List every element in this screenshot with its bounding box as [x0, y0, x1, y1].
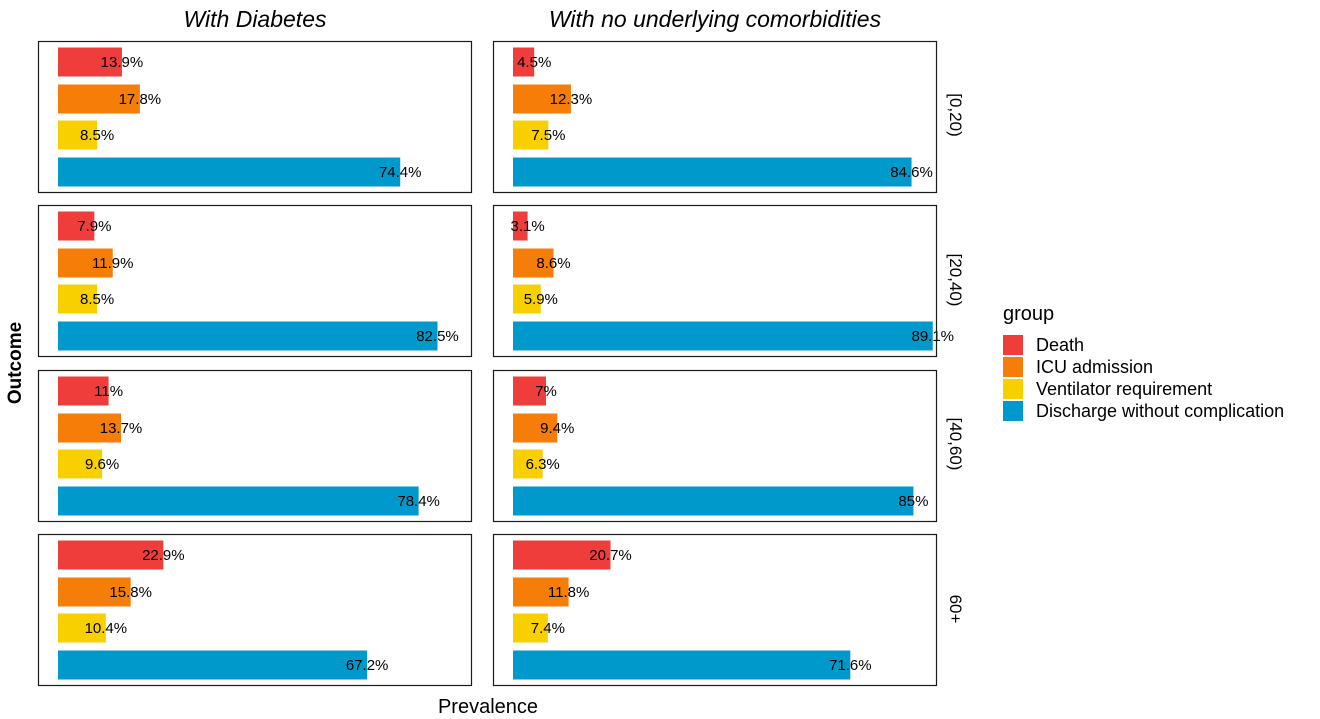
data-label-death-c0-r1: 7.9% [77, 218, 111, 235]
data-label-ventilator-requirement-c1-r1: 5.9% [524, 291, 558, 308]
legend-label-discharge: Discharge without complication [1036, 400, 1285, 421]
legend-item-discharge: Discharge without complication [1003, 400, 1284, 422]
bar-icu-admission-c0-r2 [58, 413, 122, 443]
bar-discharge-without-complication-c1-r0 [513, 157, 912, 187]
panel-c1-r1: 3.1% 8.6% 5.9% 89.1% [492, 204, 954, 358]
legend-key-discharge [1003, 401, 1023, 421]
bar-icu-admission-c1-r2 [513, 413, 558, 443]
bar-death-c1-r2 [513, 376, 546, 406]
legend-key-ventilator [1003, 379, 1023, 399]
data-label-discharge-without-complication-c1-r1: 89.1% [911, 328, 954, 345]
panel-border-c1-r2 [492, 369, 938, 523]
panel-c1-r3: 20.7% 11.8% 7.4% 71.6% [492, 533, 938, 687]
bar-icu-admission-c1-r3 [513, 577, 569, 607]
data-label-icu-admission-c0-r3: 15.8% [109, 584, 152, 601]
panel-border-c1-r1 [492, 204, 938, 358]
panel-c0-r2: 11% 13.7% 9.6% 78.4% [37, 369, 473, 523]
panel-border-c0-r3 [37, 533, 473, 687]
bar-icu-admission-c0-r0 [58, 84, 140, 114]
data-label-ventilator-requirement-c0-r0: 8.5% [80, 127, 114, 144]
legend-item-death: Death [1003, 334, 1284, 356]
legend-key-icu [1003, 357, 1023, 377]
data-label-icu-admission-c0-r0: 17.8% [119, 91, 162, 108]
data-label-death-c1-r2: 7% [535, 383, 557, 400]
bar-ventilator-requirement-c0-r2 [58, 449, 103, 479]
data-label-icu-admission-c0-r1: 11.9% [92, 255, 133, 272]
data-label-ventilator-requirement-c1-r2: 6.3% [526, 456, 560, 473]
legend-title: group [1003, 303, 1055, 325]
panel-c0-r1: 7.9% 11.9% 8.5% 82.5% [37, 204, 473, 358]
bar-ventilator-requirement-c1-r2 [513, 449, 543, 479]
data-label-death-c0-r0: 13.9% [101, 54, 144, 71]
panel-c0-r0: 13.9% 17.8% 8.5% 74.4% [37, 40, 473, 194]
data-label-ventilator-requirement-c1-r0: 7.5% [531, 127, 565, 144]
legend-item-icu: ICU admission [1003, 356, 1284, 378]
bar-discharge-without-complication-c1-r3 [513, 650, 851, 680]
panel-border-c0-r1 [37, 204, 473, 358]
data-label-discharge-without-complication-c0-r1: 82.5% [416, 328, 459, 345]
bar-discharge-without-complication-c0-r2 [58, 486, 419, 516]
panel-c1-r2: 7% 9.4% 6.3% 85% [492, 369, 938, 523]
data-label-discharge-without-complication-c0-r0: 74.4% [379, 164, 422, 181]
bar-discharge-without-complication-c1-r2 [513, 486, 914, 516]
bar-death-c1-r3 [513, 540, 611, 570]
x-axis-title: Prevalence [437, 696, 539, 718]
data-label-ventilator-requirement-c0-r2: 9.6% [85, 456, 119, 473]
bar-discharge-without-complication-c0-r0 [58, 157, 401, 187]
bar-death-c0-r1 [58, 211, 95, 241]
bar-death-c0-r2 [58, 376, 109, 406]
data-label-death-c1-r1: 3.1% [511, 218, 545, 235]
bar-ventilator-requirement-c0-r3 [58, 613, 106, 643]
data-label-discharge-without-complication-c1-r0: 84.6% [890, 164, 933, 181]
legend-key-death [1003, 335, 1023, 355]
bar-ventilator-requirement-c1-r3 [513, 613, 548, 643]
data-label-death-c0-r2: 11% [94, 383, 123, 400]
bar-discharge-without-complication-c0-r1 [58, 321, 438, 351]
bar-death-c1-r1 [513, 211, 528, 241]
bar-icu-admission-c0-r1 [58, 248, 113, 278]
legend-item-ventilator: Ventilator requirement [1003, 378, 1284, 400]
data-label-icu-admission-c1-r2: 9.4% [540, 420, 574, 437]
column-title-diabetes: With Diabetes [183, 6, 327, 32]
data-label-discharge-without-complication-c0-r2: 78.4% [397, 493, 440, 510]
panel-border-c1-r0 [492, 40, 938, 194]
bar-discharge-without-complication-c1-r1 [513, 321, 933, 351]
panel-c1-r0: 4.5% 12.3% 7.5% 84.6% [492, 40, 938, 194]
bar-icu-admission-c1-r1 [513, 248, 554, 278]
data-label-icu-admission-c1-r0: 12.3% [550, 91, 593, 108]
bar-death-c0-r3 [58, 540, 164, 570]
panel-border-c1-r3 [492, 533, 938, 687]
bar-ventilator-requirement-c0-r0 [58, 120, 98, 150]
panel-c0-r3: 22.9% 15.8% 10.4% 67.2% [37, 533, 473, 687]
bar-icu-admission-c1-r0 [513, 84, 571, 114]
data-label-icu-admission-c1-r3: 11.8% [548, 584, 589, 601]
panel-border-c0-r0 [37, 40, 473, 194]
legend: group Death ICU admission Ventilator req… [1003, 303, 1284, 422]
bar-discharge-without-complication-c0-r3 [58, 650, 368, 680]
data-label-death-c1-r0: 4.5% [517, 54, 551, 71]
data-label-icu-admission-c0-r2: 13.7% [100, 420, 143, 437]
column-title-no-comorbidities: With no underlying comorbidities [548, 6, 882, 32]
data-label-ventilator-requirement-c0-r3: 10.4% [85, 620, 128, 637]
data-label-ventilator-requirement-c0-r1: 8.5% [80, 291, 114, 308]
legend-label-death: Death [1036, 334, 1085, 355]
data-label-death-c1-r3: 20.7% [589, 547, 632, 564]
data-label-ventilator-requirement-c1-r3: 7.4% [531, 620, 565, 637]
legend-label-ventilator: Ventilator requirement [1036, 378, 1213, 399]
data-label-death-c0-r3: 22.9% [142, 547, 185, 564]
bar-death-c0-r0 [58, 47, 122, 77]
data-label-discharge-without-complication-c0-r3: 67.2% [346, 657, 389, 674]
data-label-discharge-without-complication-c1-r2: 85% [898, 493, 928, 510]
bar-ventilator-requirement-c0-r1 [58, 284, 98, 314]
bar-icu-admission-c0-r3 [58, 577, 131, 607]
bar-ventilator-requirement-c1-r0 [513, 120, 549, 150]
legend-label-icu: ICU admission [1036, 356, 1154, 377]
panel-border-c0-r2 [37, 369, 473, 523]
data-label-discharge-without-complication-c1-r3: 71.6% [829, 657, 872, 674]
data-label-icu-admission-c1-r1: 8.6% [536, 255, 570, 272]
bar-ventilator-requirement-c1-r1 [513, 284, 541, 314]
bar-death-c1-r0 [513, 47, 535, 77]
